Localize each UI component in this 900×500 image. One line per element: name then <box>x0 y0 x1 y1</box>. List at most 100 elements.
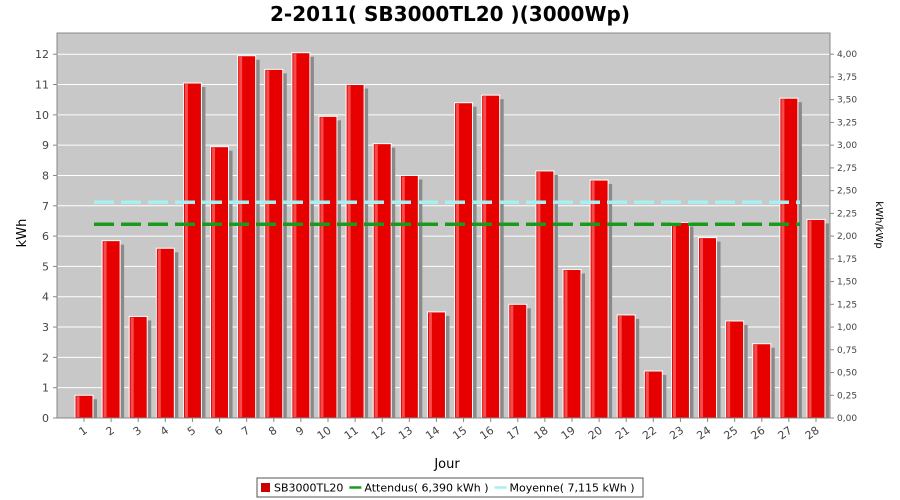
y-right-tick-label: 0,00 <box>837 414 857 424</box>
bars <box>74 52 829 419</box>
bar-highlight <box>374 144 378 418</box>
y-tick-label: 5 <box>42 260 49 273</box>
bar-highlight <box>727 321 731 417</box>
bar-highlight <box>781 99 785 418</box>
x-tick-label: 20 <box>586 424 605 443</box>
x-tick-label: 8 <box>266 424 279 439</box>
x-tick-label: 19 <box>559 424 578 443</box>
bar-highlight <box>645 372 649 417</box>
bar-highlight <box>591 181 595 417</box>
y-tick-label: 4 <box>42 291 49 304</box>
bar-highlight <box>212 147 216 418</box>
bar-highlight <box>672 223 676 417</box>
bar-highlight <box>266 70 270 417</box>
y-tick-label: 12 <box>35 48 49 61</box>
bar-highlight <box>700 238 704 417</box>
bar-highlight <box>130 317 134 417</box>
y-right-tick-label: 3,75 <box>837 73 857 83</box>
y-tick-label: 2 <box>42 351 49 364</box>
y-right-tick-label: 0,25 <box>837 391 857 401</box>
bar-highlight <box>754 344 758 417</box>
bar-highlight <box>510 305 514 417</box>
bar-highlight <box>537 171 541 417</box>
y-right-tick-label: 3,50 <box>837 96 857 106</box>
x-tick-label: 24 <box>694 424 713 443</box>
y-right-tick-label: 3,25 <box>837 118 857 128</box>
bar-highlight <box>157 249 161 417</box>
y-right-tick-label: 2,00 <box>837 232 857 242</box>
y-axis-right: 0,00 0,25 0,50 0,75 1,00 1,25 1,50 1,75 2,00 2,25… <box>829 33 857 424</box>
bar-highlight <box>76 396 80 417</box>
y-right-tick-label: 0,75 <box>837 346 857 356</box>
x-axis: 1 2 3 4 5 6 7 8 9 10 11 12 13 14 15 16 17 18 19 20 21 22 23 24 2… <box>57 417 830 443</box>
x-axis-label: Jour <box>433 457 460 472</box>
y-right-tick-label: 1,50 <box>837 278 857 288</box>
reference-lines <box>94 200 800 227</box>
bar-highlight <box>483 96 487 418</box>
bar-highlight <box>428 312 432 417</box>
y-right-tick-label: 3,00 <box>837 141 857 151</box>
y-right-tick-label: 4,00 <box>837 50 857 60</box>
x-tick-label: 3 <box>131 424 144 439</box>
x-tick-label: 9 <box>293 424 306 439</box>
y-tick-label: 1 <box>42 382 49 395</box>
x-tick-label: 11 <box>342 424 361 443</box>
x-tick-label: 7 <box>239 424 252 439</box>
legend-label: Moyenne( 7,115 kWh ) <box>510 482 635 495</box>
y-right-tick-label: 1,25 <box>837 300 857 310</box>
x-tick-label: 21 <box>613 424 632 443</box>
bar-highlight <box>401 176 405 417</box>
y-right-tick-label: 2,25 <box>837 209 857 219</box>
bar-highlight <box>564 270 568 417</box>
x-tick-label: 5 <box>185 424 198 439</box>
y-axis-right-label: kWh/kWp <box>873 201 884 248</box>
x-tick-label: 25 <box>721 424 740 443</box>
x-tick-label: 22 <box>640 424 659 443</box>
bar-highlight <box>456 103 460 417</box>
y-right-tick-label: 1,75 <box>837 255 857 265</box>
bar-highlight <box>103 241 107 417</box>
x-tick-label: 13 <box>396 424 415 443</box>
x-tick-label: 17 <box>505 424 524 443</box>
bar-highlight <box>808 220 812 417</box>
legend-marker <box>261 483 270 492</box>
bar-highlight <box>184 84 188 417</box>
y-right-tick-label: 0,50 <box>837 369 857 379</box>
bar-highlight <box>320 117 324 417</box>
x-tick-label: 14 <box>423 424 442 443</box>
x-tick-label: 26 <box>749 424 768 443</box>
y-tick-label: 11 <box>35 79 49 92</box>
y-tick-label: 8 <box>42 169 49 182</box>
bar-highlight <box>618 315 622 417</box>
x-tick-label: 15 <box>450 424 469 443</box>
x-tick-label: 2 <box>104 424 117 439</box>
y-tick-label: 9 <box>42 139 49 152</box>
y-tick-label: 10 <box>35 109 49 122</box>
chart-title: 2-2011( SB3000TL20 )(3000Wp) <box>270 2 630 26</box>
y-tick-label: 6 <box>42 230 49 243</box>
bar-highlight <box>239 56 243 418</box>
bar-highlight <box>347 85 351 417</box>
y-tick-label: 0 <box>42 412 49 425</box>
bar-highlight <box>293 53 297 418</box>
x-tick-label: 23 <box>667 424 686 443</box>
y-right-tick-label: 2,75 <box>837 164 857 174</box>
x-tick-label: 12 <box>369 424 388 443</box>
y-right-tick-label: 2,50 <box>837 187 857 197</box>
x-tick-label: 27 <box>776 424 795 443</box>
x-tick-label: 28 <box>803 424 822 443</box>
y-tick-label: 7 <box>42 200 49 213</box>
legend-label: Attendus( 6,390 kWh ) <box>364 482 488 495</box>
x-tick-label: 4 <box>158 424 171 439</box>
x-tick-label: 1 <box>77 424 90 439</box>
legend-box <box>256 477 644 498</box>
y-axis-label: kWh <box>15 219 30 248</box>
x-tick-label: 16 <box>477 424 496 443</box>
x-tick-label: 18 <box>532 424 551 443</box>
y-right-tick-label: 1,00 <box>837 323 857 333</box>
y-tick-label: 3 <box>42 321 49 334</box>
legend-label: SB3000TL20 <box>274 482 343 495</box>
x-tick-label: 6 <box>212 424 225 439</box>
